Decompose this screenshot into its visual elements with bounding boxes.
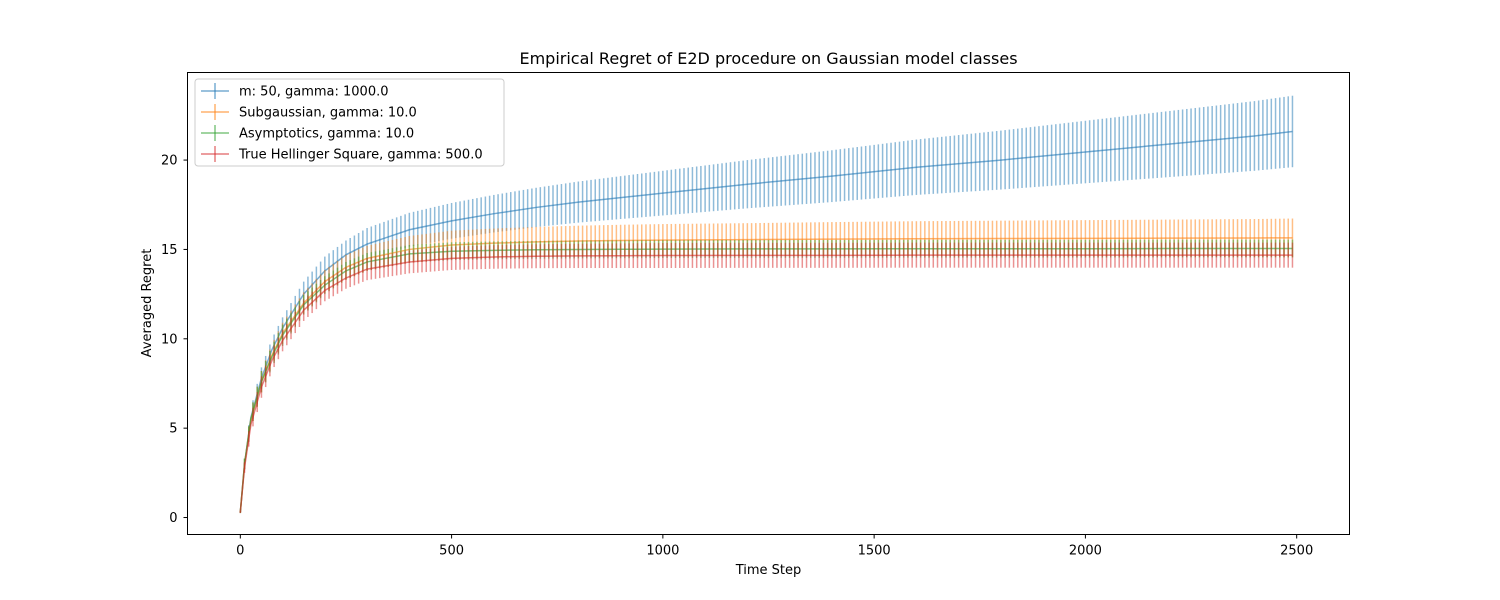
legend-entry: m: 50, gamma: 1000.0 (201, 83, 389, 100)
x-tick-label: 1000 (646, 544, 679, 559)
legend-box (194, 78, 505, 167)
x-axis-label: Time Step (735, 563, 802, 578)
y-tick-label: 5 (169, 422, 177, 437)
plot-frame (187, 72, 1350, 535)
legend-label: Asymptotics, gamma: 10.0 (239, 127, 414, 142)
legend-entry: True Hellinger Square, gamma: 500.0 (201, 146, 483, 163)
legend-label: Subgaussian, gamma: 10.0 (239, 106, 417, 121)
series-1-line (239, 237, 1293, 513)
series-1-error-bars (239, 218, 1294, 514)
chart-title: Empirical Regret of E2D procedure on Gau… (519, 49, 1017, 68)
series-3 (239, 242, 1294, 514)
series-0-line (239, 130, 1293, 513)
y-tick-label: 0 (169, 511, 177, 526)
series-2-line (239, 247, 1293, 513)
x-tick-label: 500 (439, 544, 464, 559)
plot-area (239, 95, 1294, 514)
series-0 (239, 95, 1294, 514)
series-3-line (239, 254, 1293, 513)
series-2 (239, 239, 1294, 514)
y-tick-label: 15 (161, 243, 178, 258)
legend-entry: Asymptotics, gamma: 10.0 (201, 125, 414, 142)
y-tick-label: 20 (161, 154, 178, 169)
axes: 0 500 1000 1500 2000 2500 0 5 10 15 20 (161, 154, 1313, 559)
y-tick-label: 10 (161, 332, 178, 347)
legend-entry: Subgaussian, gamma: 10.0 (201, 104, 417, 121)
legend-label: True Hellinger Square, gamma: 500.0 (238, 148, 483, 163)
legend-label: m: 50, gamma: 1000.0 (239, 85, 389, 100)
series-3-error-bars (239, 242, 1294, 514)
x-tick-label: 1500 (858, 544, 891, 559)
series-1 (239, 218, 1294, 514)
x-tick-label: 2000 (1069, 544, 1102, 559)
x-tick-label: 2500 (1280, 544, 1313, 559)
x-tick-label: 0 (236, 544, 244, 559)
legend: m: 50, gamma: 1000.0 Subgaussian, gamma: … (194, 78, 505, 167)
y-axis-label: Averaged Regret (140, 249, 155, 358)
series-2-error-bars (239, 239, 1294, 514)
